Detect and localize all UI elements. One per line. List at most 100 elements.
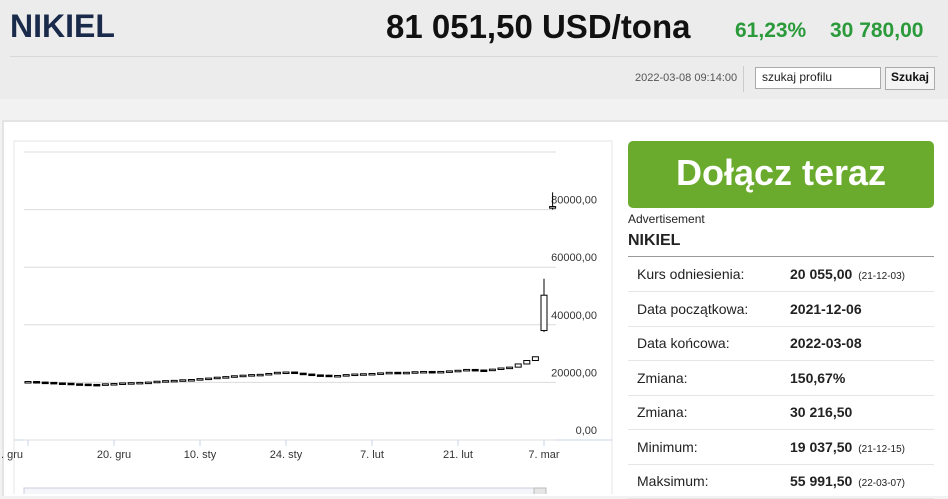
asset-title: NIKIEL <box>10 8 115 44</box>
row-value: 20 055,00 <box>790 266 853 282</box>
x-tick-label: 7. mar <box>528 449 560 461</box>
candle-body <box>463 368 471 372</box>
candle-body <box>291 371 299 375</box>
candle-body <box>480 369 488 373</box>
x-tick-label: 10. sty <box>184 449 217 461</box>
candle-body <box>420 370 428 374</box>
profile-row: Kurs odniesienia: 20 055,00 (21-12-03) <box>628 257 934 292</box>
candle-body <box>256 373 264 377</box>
profile-row: Data końcowa: 2022-03-08 <box>628 326 934 361</box>
candle-body <box>239 374 247 378</box>
candle-body <box>84 383 92 387</box>
row-label: Data końcowa: <box>637 335 730 351</box>
row-label: Zmiana: <box>637 369 688 386</box>
candle-body <box>506 366 514 370</box>
candle-body <box>531 356 539 362</box>
x-tick-label: 21. lut <box>443 449 473 461</box>
candle-body <box>50 381 58 385</box>
candle-body <box>119 382 127 385</box>
candle-body <box>454 369 462 373</box>
candle-body <box>230 375 238 378</box>
candle-body <box>222 376 230 379</box>
row-label: Data początkowa: <box>637 300 749 317</box>
row-label: Maksimum: <box>637 473 709 489</box>
candle-body <box>385 371 393 375</box>
profile-row: Data początkowa: 2021-12-06 <box>628 292 934 327</box>
row-date: (21-12-15) <box>858 443 905 455</box>
candle-body <box>437 370 445 374</box>
navigator-handle[interactable] <box>533 487 547 494</box>
candle-body <box>67 382 75 386</box>
candle-body <box>540 294 548 332</box>
candle-body <box>377 372 385 375</box>
profile-divider <box>628 256 934 257</box>
candle-body <box>342 374 350 377</box>
row-value-wrap: 20 055,00 (21-12-03) <box>790 266 905 282</box>
candle-body <box>282 371 290 375</box>
x-tick-label: . gru <box>1 449 23 461</box>
chart: 0,00 20000,00 40000,00 60000,00 80000,00 . gr… <box>1 140 613 494</box>
row-value-wrap: 55 991,50 (22-03-07) <box>790 473 905 489</box>
search-input[interactable]: szukaj profilu <box>755 67 881 89</box>
candle-body <box>127 382 135 385</box>
x-tick-label: 20. gru <box>97 449 131 461</box>
separator <box>743 66 744 92</box>
ad-label: Advertisement <box>628 212 705 226</box>
y-tick-label: 40000,00 <box>551 310 597 322</box>
row-label: Minimum: <box>637 438 698 455</box>
y-tick-label: 60000,00 <box>551 252 597 264</box>
navigator[interactable] <box>23 487 535 494</box>
candle-body <box>153 380 161 384</box>
candle-body <box>488 368 496 372</box>
profile-row: Zmiana: 30 216,50 <box>628 395 934 430</box>
candle-body <box>58 382 66 385</box>
price: 81 051,50 USD/tona <box>386 8 691 45</box>
candle-body <box>24 381 32 384</box>
candle-body <box>273 371 281 375</box>
row-value: 55 991,50 <box>790 473 853 489</box>
candle-body <box>33 381 41 384</box>
x-tick-label: 24. sty <box>270 449 303 461</box>
change-abs: 30 780,00 <box>830 19 924 42</box>
row-value: 2021-12-06 <box>790 300 862 317</box>
chart-frame <box>13 140 613 494</box>
divider <box>10 56 938 57</box>
row-date: (21-12-03) <box>858 271 905 282</box>
y-tick-label: 0,00 <box>576 425 597 437</box>
row-label: Kurs odniesienia: <box>637 266 745 282</box>
y-tick-label: 80000,00 <box>551 195 597 207</box>
candle-body <box>359 373 367 376</box>
header-bar: NIKIEL 81 051,50 USD/tona 61,23% 30 780,… <box>0 0 948 99</box>
y-tick-label: 20000,00 <box>551 367 597 379</box>
candle-body <box>402 371 410 375</box>
row-value: 2022-03-08 <box>790 335 862 351</box>
candle-body <box>110 383 118 386</box>
candle-body <box>316 374 324 377</box>
candle-body <box>497 367 505 370</box>
row-label: Zmiana: <box>637 404 688 420</box>
candle-body <box>136 381 144 385</box>
candle-body <box>93 383 101 387</box>
candle-body <box>549 206 557 209</box>
timestamp: 2022-03-08 09:14:00 <box>635 72 738 84</box>
candle-body <box>411 371 419 374</box>
candle-body <box>471 368 479 372</box>
profile-row: Minimum: 19 037,50 (21-12-15) <box>628 430 934 465</box>
candle-body <box>325 374 333 378</box>
candle-body <box>299 372 307 376</box>
change-pct: 61,23% <box>735 19 807 42</box>
row-value-wrap: 19 037,50 (21-12-15) <box>790 439 905 455</box>
search-button[interactable]: Szukaj <box>885 67 935 90</box>
x-tick-label: 7. lut <box>360 449 384 461</box>
candle-body <box>196 378 204 381</box>
candle-body <box>144 381 152 385</box>
candle-body <box>205 377 213 381</box>
candle-body <box>523 360 531 365</box>
candle-body <box>265 372 273 376</box>
candle-body <box>308 373 316 377</box>
candle-body <box>213 376 221 380</box>
join-button[interactable]: Dołącz teraz <box>628 141 934 208</box>
candle-body <box>76 383 84 386</box>
row-date: (22-03-07) <box>858 478 905 489</box>
